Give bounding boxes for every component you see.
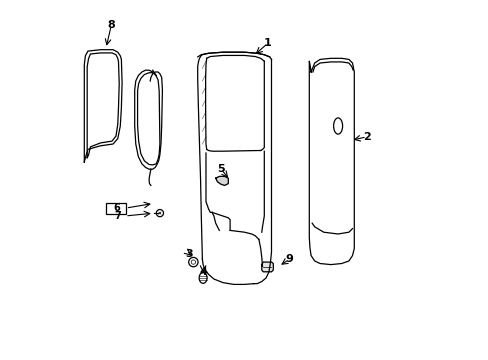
- Text: 3: 3: [184, 249, 192, 259]
- Polygon shape: [261, 262, 273, 272]
- Text: 1: 1: [264, 38, 271, 48]
- Text: 9: 9: [285, 254, 293, 264]
- Circle shape: [191, 260, 195, 264]
- Text: 2: 2: [362, 132, 370, 142]
- Text: 6: 6: [113, 203, 120, 213]
- Text: 5: 5: [217, 164, 224, 174]
- Polygon shape: [215, 176, 228, 185]
- Text: 8: 8: [107, 20, 115, 30]
- Text: 7: 7: [114, 211, 121, 221]
- Text: 4: 4: [199, 267, 206, 277]
